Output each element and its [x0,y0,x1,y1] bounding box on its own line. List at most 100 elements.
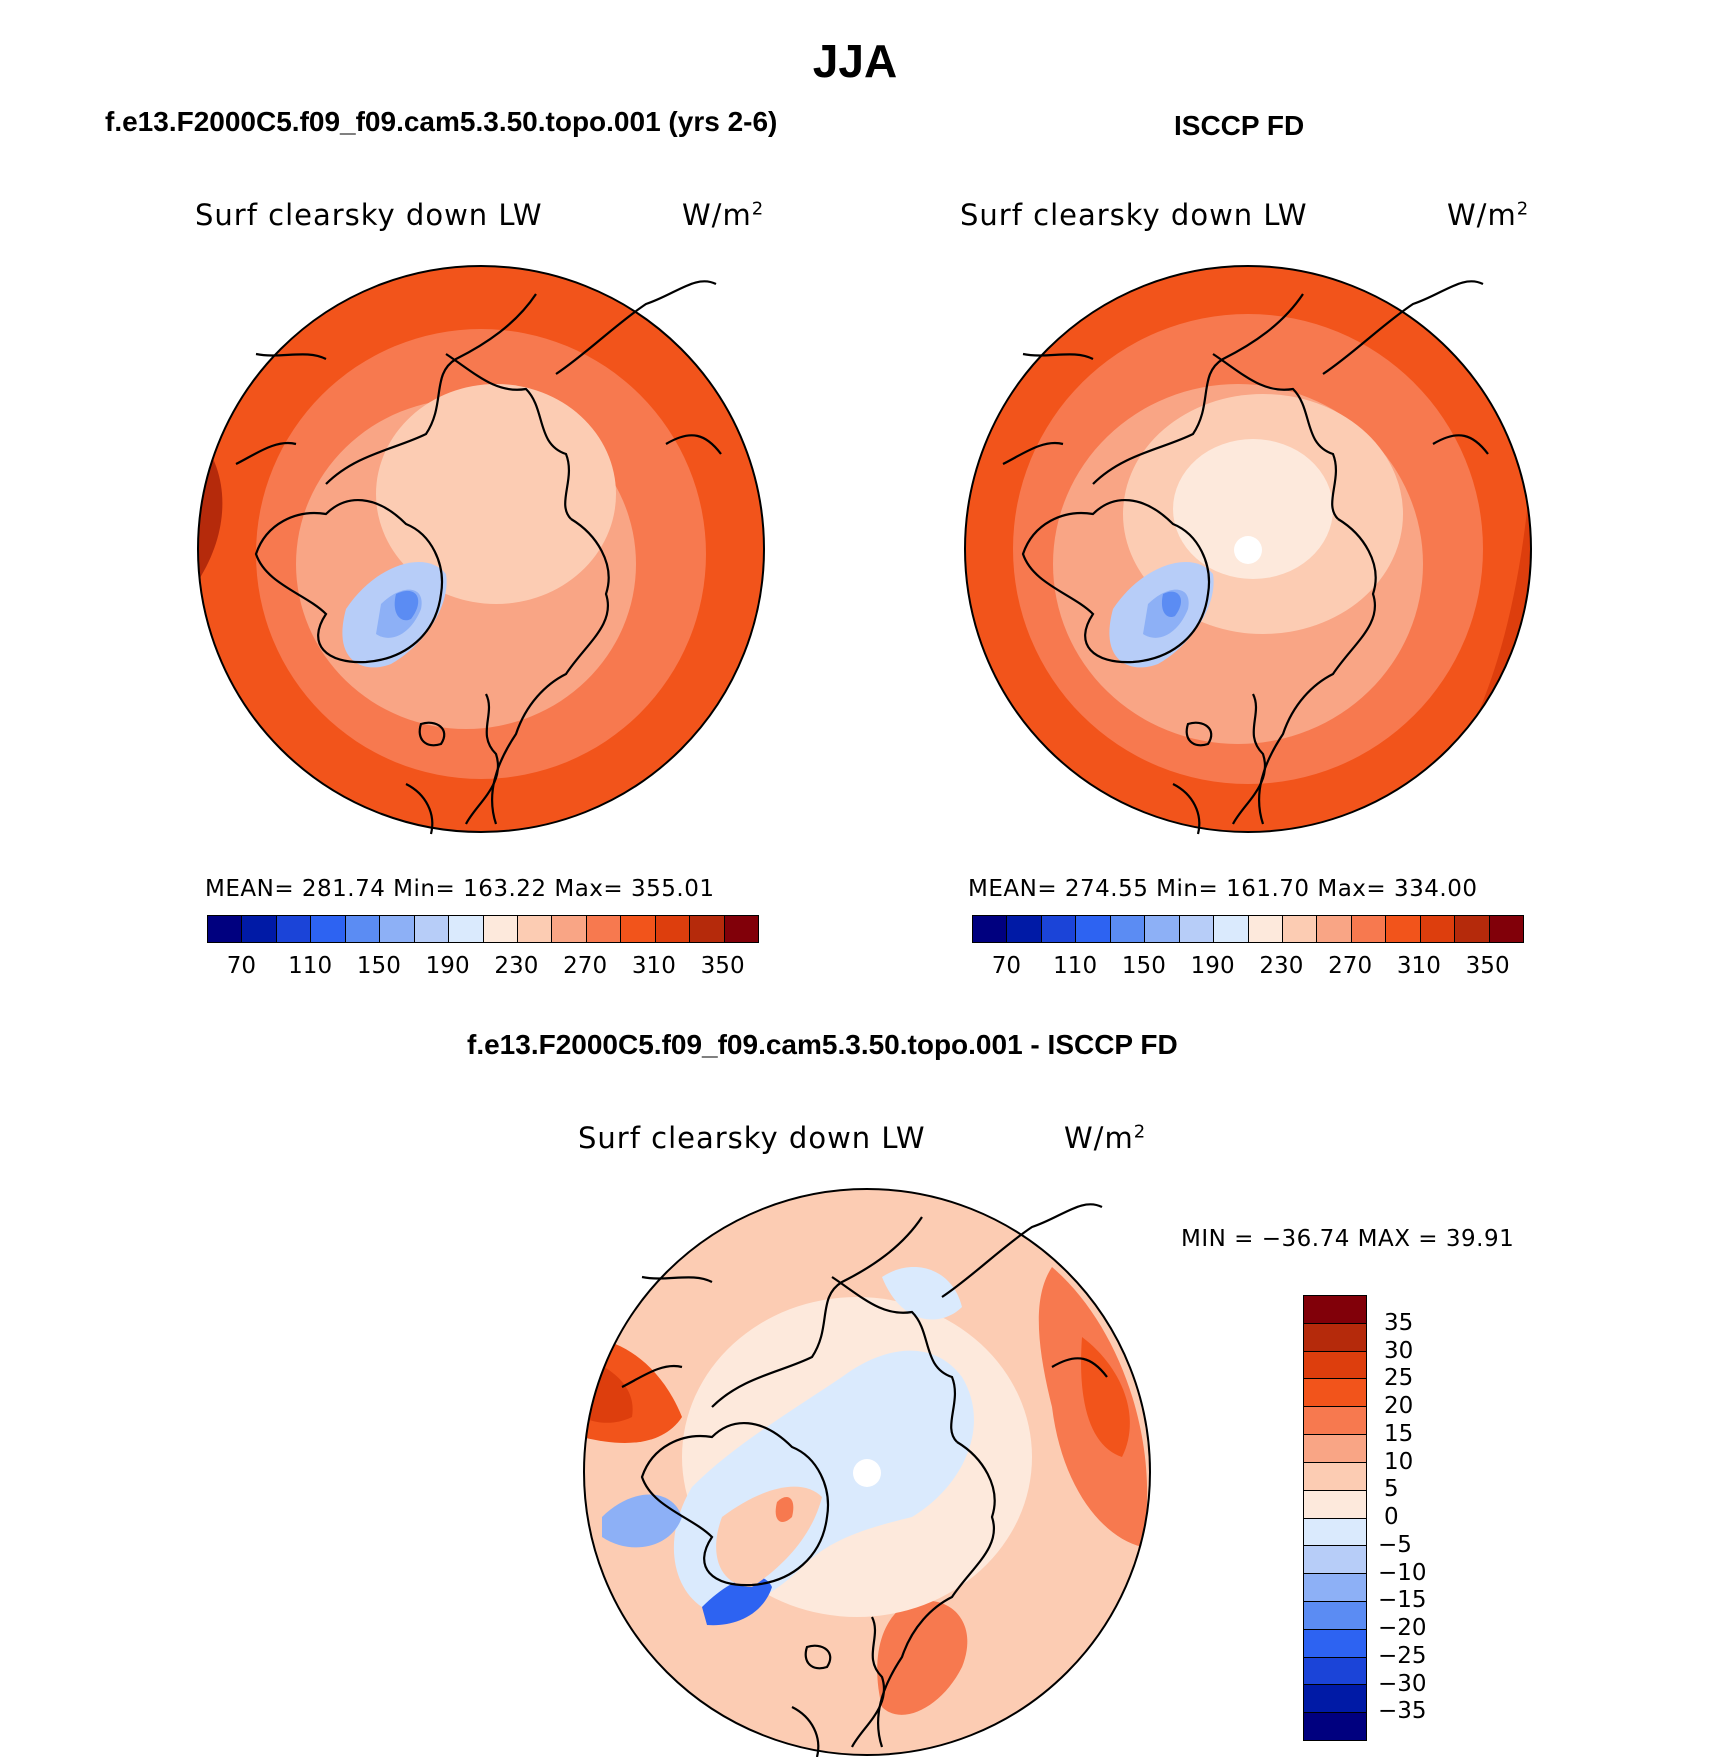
colorbar-tick-label: 230 [494,953,539,979]
colorbar-swatch [552,916,587,942]
panel-1-coastlines [235,280,722,835]
colorbar-swatch [1304,1546,1366,1575]
colorbar-swatch [724,916,758,942]
panel-2-title: ISCCP FD [1174,110,1305,141]
colorbar-swatch [1282,916,1318,942]
colorbar-swatch [1304,1435,1366,1463]
panel-1-polar-map [197,265,765,835]
colorbar-tick-label: 270 [1328,953,1373,979]
colorbar-swatch [1179,916,1215,942]
panel-3-stats: MIN = −36.74 MAX = 39.91 [1181,1226,1515,1252]
colorbar-tick-label: 230 [1259,953,1304,979]
colorbar-tick-label: 30 [1384,1337,1414,1364]
colorbar-swatch [1145,916,1180,942]
panel-2-variable-label: Surf clearsky down LW [960,198,1308,232]
colorbar-swatch [449,916,484,942]
colorbar-swatch [1007,916,1042,942]
colorbar-swatch [1304,1713,1366,1740]
colorbar-tick-label: 150 [356,953,401,979]
colorbar-swatch [973,916,1008,942]
panel-2-colorbar [972,915,1524,943]
main-title: JJA [812,35,898,87]
colorbar-swatch [1304,1351,1366,1380]
colorbar-tick-label: −15 [1378,1587,1427,1614]
panel-1-colorbar-ticks: 70 110 150 190 230 270 310 350 [207,953,757,983]
colorbar-swatch [1110,916,1146,942]
panel-3-field-scandinavia [877,1600,968,1715]
panel-2-colorbar-ticks: 70 110 150 190 230 270 310 350 [972,953,1522,983]
panel-3-field-greenland-cold [702,1576,772,1626]
panel-3-field-siberia-cool [882,1267,962,1320]
panel-3-pole-hole [853,1459,881,1487]
colorbar-swatch [690,916,725,942]
colorbar-swatch [1489,916,1523,942]
panel-1-field-greenland-min [394,590,419,621]
colorbar-swatch [1386,916,1421,942]
colorbar-swatch [414,916,450,942]
colorbar-swatch [1304,1462,1366,1491]
colorbar-tick-label: 110 [288,953,333,979]
colorbar-tick-label: 190 [1190,953,1235,979]
panel-3-field-canada-cool [602,1494,682,1548]
colorbar-swatch [1304,1629,1366,1658]
colorbar-swatch [1304,1657,1366,1686]
colorbar-tick-label: 15 [1384,1420,1414,1447]
panel-1-stats: MEAN= 281.74 Min= 163.22 Max= 355.01 [205,876,715,902]
panel-3-colorbar-ticks: 35 30 25 20 15 10 5 0 −5 −10 −15 −20 −25 −30 −35 [1378,1295,1478,1739]
colorbar-tick-label: 10 [1384,1448,1414,1475]
colorbar-tick-label: −10 [1378,1559,1427,1586]
colorbar-swatch [1304,1518,1366,1547]
panel-3-units-label: W/m2 [1064,1121,1147,1155]
colorbar-tick-label: 110 [1053,953,1098,979]
colorbar-swatch [1248,916,1283,942]
colorbar-tick-label: 310 [1396,953,1441,979]
panel-1-title: f.e13.F2000C5.f09_f09.cam5.3.50.topo.001… [105,106,778,137]
colorbar-swatch [655,916,691,942]
panel-3-variable-label: Surf clearsky down LW [578,1121,926,1155]
colorbar-swatch [1304,1407,1366,1436]
colorbar-tick-label: 25 [1384,1365,1414,1392]
panel-1-units-label: W/m2 [682,198,765,232]
panel-3-field-greenland-peak [775,1497,794,1522]
colorbar-swatch [1304,1601,1366,1630]
panel-2-units-label: W/m2 [1447,198,1530,232]
panel-2-coastlines [1002,280,1489,835]
colorbar-swatch [621,916,656,942]
colorbar-tick-label: 270 [563,953,608,979]
colorbar-swatch [345,916,381,942]
panel-2-pole-hole [1234,536,1262,564]
panel-1-map-border [197,265,765,833]
colorbar-tick-label: −35 [1378,1698,1427,1725]
colorbar-swatch [1304,1490,1366,1519]
colorbar-tick-label: 20 [1384,1393,1414,1419]
panel-3-title: f.e13.F2000C5.f09_f09.cam5.3.50.topo.001… [467,1029,1178,1060]
colorbar-tick-label: 350 [700,953,745,979]
colorbar-tick-label: −25 [1378,1642,1427,1669]
colorbar-swatch [208,916,243,942]
panel-3-field-greenland-warm [716,1486,822,1587]
colorbar-tick-label: 190 [425,953,470,979]
colorbar-swatch [1351,916,1387,942]
panel-2-map-border [964,265,1532,833]
panel-2-field-pole-center [1173,439,1333,579]
panel-3-colorbar [1303,1295,1367,1741]
panel-3-field-east-hot [1081,1337,1130,1457]
panel-1-variable-label: Surf clearsky down LW [195,198,543,232]
colorbar-swatch [1304,1379,1366,1408]
colorbar-swatch [1304,1323,1366,1352]
panel-2-stats: MEAN= 274.55 Min= 161.70 Max= 334.00 [968,876,1478,902]
panel-1-field-pole [376,384,616,604]
colorbar-tick-label: 35 [1384,1309,1414,1336]
colorbar-tick-label: −20 [1378,1615,1427,1641]
panel-3-polar-map [583,1188,1151,1757]
colorbar-swatch [1214,916,1249,942]
colorbar-swatch [242,916,277,942]
colorbar-swatch [1304,1296,1366,1324]
panel-2-polar-map [964,265,1532,835]
colorbar-tick-label: 5 [1384,1476,1399,1503]
colorbar-swatch [1304,1574,1366,1602]
colorbar-tick-label: −30 [1378,1670,1427,1697]
colorbar-swatch [483,916,518,942]
colorbar-tick-label: 150 [1121,953,1166,979]
colorbar-tick-label: 350 [1465,953,1510,979]
